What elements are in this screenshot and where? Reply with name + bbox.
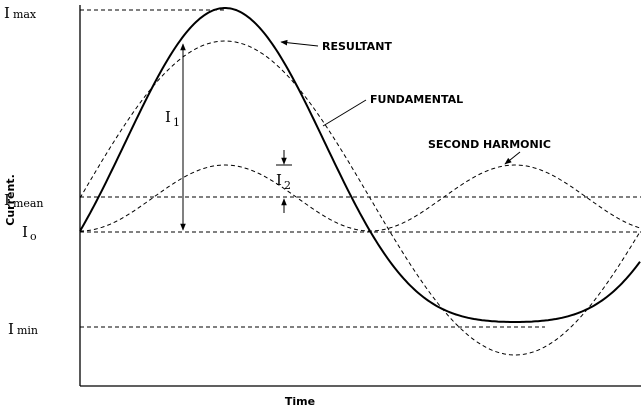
curve-label: RESULTANT (322, 40, 392, 53)
curve-label: SECOND HARMONIC (428, 138, 551, 151)
fundamental-curve (79, 40, 641, 356)
leader (322, 99, 367, 127)
y-axis-label: Current. (4, 174, 17, 225)
curve-label: FUNDAMENTAL (370, 93, 463, 106)
second-harmonic-curve (80, 164, 641, 232)
resultant-curve (79, 7, 641, 323)
leader (504, 151, 521, 165)
leader (280, 39, 319, 47)
x-axis-label: Time (285, 395, 315, 408)
